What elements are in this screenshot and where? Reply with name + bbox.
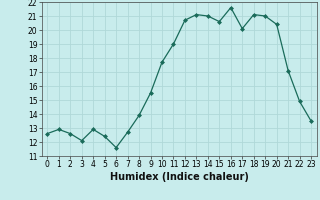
X-axis label: Humidex (Indice chaleur): Humidex (Indice chaleur) — [110, 172, 249, 182]
